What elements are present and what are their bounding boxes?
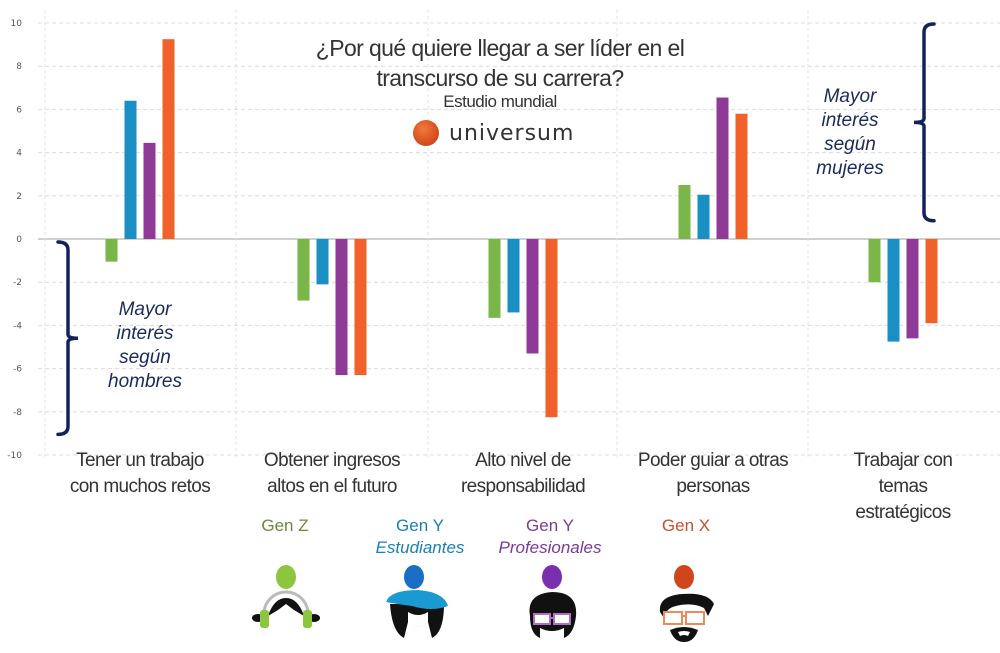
braces: [56, 22, 936, 437]
bar-gen-y-estudiantes-cat4: [887, 239, 900, 342]
brace-women: [913, 22, 936, 223]
brand-name: universum: [449, 120, 575, 146]
annotation-line: según: [119, 347, 171, 368]
bar-gen-y-estudiantes-cat3: [697, 194, 710, 239]
bar-gen-y-profesionales-cat1: [335, 239, 348, 376]
bar-gen-z-cat0: [105, 239, 118, 262]
category-label-3: Poder guiar a otras personas: [637, 450, 789, 497]
y-tick-label: -10: [7, 451, 22, 461]
bar-gen-z-cat1: [297, 239, 310, 301]
bar-gen-y-profesionales-cat3: [716, 97, 729, 240]
annotation-women: Mayor interés según mujeres: [800, 85, 900, 181]
legend-item-2: Gen Y Profesionales: [480, 515, 620, 559]
y-tick-label: 4: [16, 149, 22, 159]
bar-gen-x-cat3: [735, 113, 748, 239]
bar-gen-y-estudiantes-cat2: [507, 239, 520, 313]
bar-gen-z-cat3: [678, 185, 691, 239]
legend-name: Gen Y: [526, 516, 574, 535]
y-tick-label: 0: [16, 235, 22, 245]
y-tick-label: 6: [16, 105, 22, 115]
annotation-line: mujeres: [816, 158, 884, 179]
legend-item-3: Gen X: [616, 515, 756, 537]
avatar-gen-z-icon: [252, 565, 320, 628]
y-tick-label: -2: [13, 278, 22, 288]
bar-gen-x-cat1: [354, 239, 367, 376]
legend-sub: Estudiantes: [375, 538, 465, 557]
y-tick-label: -4: [13, 321, 22, 331]
avatar-gen-x-icon: [659, 565, 714, 642]
legend-name: Gen Z: [261, 516, 309, 535]
bar-gen-x-cat4: [925, 239, 938, 324]
annotation-men: Mayor interés según hombres: [90, 298, 200, 394]
annotation-line: interés: [821, 110, 879, 131]
annotation-line: Mayor: [118, 299, 172, 320]
bar-gen-y-estudiantes-cat0: [124, 100, 137, 239]
legend-name: Gen X: [661, 516, 711, 535]
y-tick-label: 2: [16, 192, 22, 202]
bars: [105, 39, 938, 418]
chart-subtitle: Estudio mundial: [443, 92, 557, 111]
bar-gen-x-cat0: [162, 39, 175, 240]
bar-gen-y-estudiantes-cat1: [316, 239, 329, 285]
chart-title: ¿Por qué quiere llegar a ser líder en el…: [315, 35, 685, 91]
category-label-1: Obtener ingresos altos en el futuro: [263, 450, 401, 497]
y-axis-ticks: 10 8 6 4 2 0 -2 -4 -6 -8 -10: [7, 19, 22, 461]
annotation-line: Mayor: [823, 86, 877, 107]
bar-gen-y-profesionales-cat2: [526, 239, 539, 354]
avatar-gen-y-students-icon: [386, 565, 448, 638]
annotation-line: hombres: [108, 371, 182, 392]
annotation-line: interés: [116, 323, 174, 344]
bar-gen-z-cat2: [488, 239, 501, 318]
y-tick-label: -8: [13, 408, 22, 418]
category-label-4: Trabajar con temas estratégicos: [853, 450, 953, 523]
annotation-line: según: [824, 134, 876, 155]
y-tick-label: 8: [16, 62, 22, 72]
y-tick-label: -6: [13, 365, 22, 375]
legend-item-0: Gen Z: [215, 515, 355, 537]
category-label-0: Tener un trabajo con muchos retos: [69, 450, 211, 497]
legend-item-1: Gen Y Estudiantes: [350, 515, 490, 559]
y-tick-label: 10: [11, 19, 23, 29]
universum-logo-icon: [413, 120, 439, 146]
bar-gen-y-profesionales-cat4: [906, 239, 919, 339]
avatar-gen-y-professionals-icon: [529, 565, 577, 638]
legend-sub: Profesionales: [498, 538, 602, 557]
category-label-2: Alto nivel de responsabilidad: [460, 450, 586, 497]
bar-gen-y-profesionales-cat0: [143, 142, 156, 239]
legend-name: Gen Y: [396, 516, 444, 535]
bar-gen-z-cat4: [868, 239, 881, 283]
brace-men: [56, 240, 79, 437]
bar-gen-x-cat2: [545, 239, 558, 418]
brand-logo: universum: [413, 120, 574, 146]
